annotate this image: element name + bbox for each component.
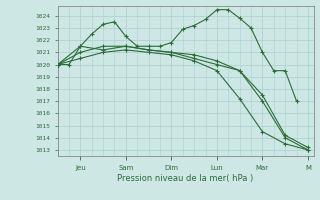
X-axis label: Pression niveau de la mer( hPa ): Pression niveau de la mer( hPa ) (117, 174, 254, 183)
